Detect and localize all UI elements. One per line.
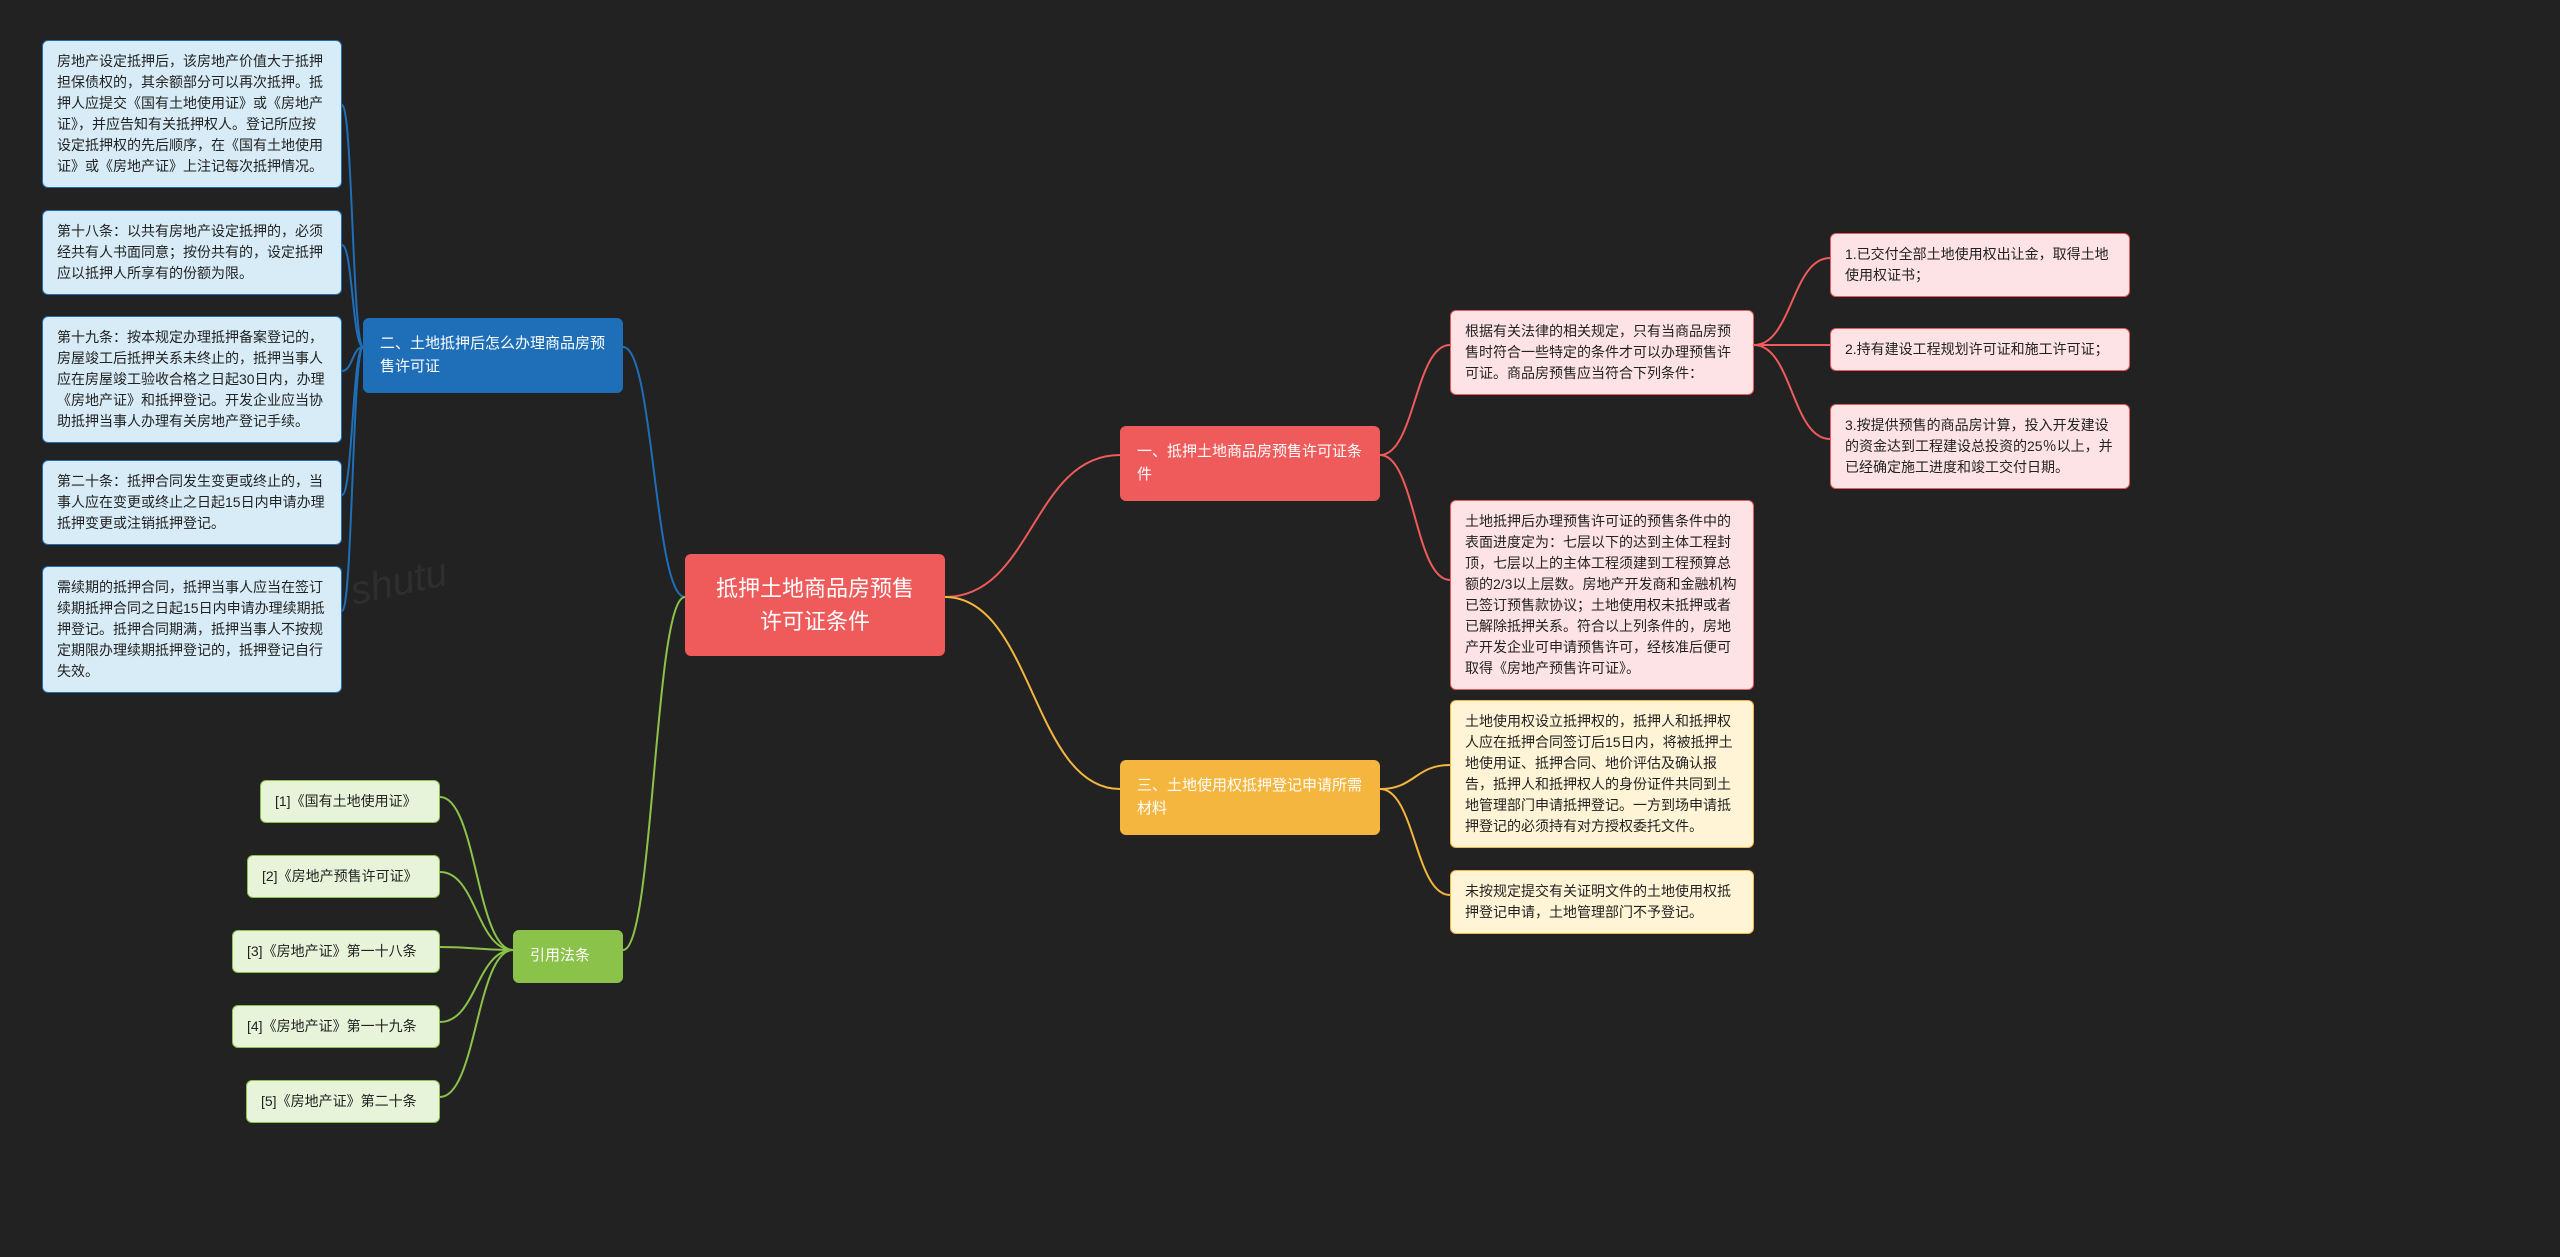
leaf-b1c1: 根据有关法律的相关规定，只有当商品房预售时符合一些特定的条件才可以办理预售许可证… (1450, 310, 1754, 395)
leaf-b2c5: 需续期的抵押合同，抵押当事人应当在签订续期抵押合同之日起15日内申请办理续期抵押… (42, 566, 342, 693)
leaf-b4c5: [5]《房地产证》第二十条 (246, 1080, 440, 1123)
branch-b3: 三、土地使用权抵押登记申请所需材料 (1120, 760, 1380, 835)
leaf-b2c2: 第十八条：以共有房地产设定抵押的，必须经共有人书面同意；按份共有的，设定抵押应以… (42, 210, 342, 295)
leaf-b1c1a: 1.已交付全部土地使用权出让金，取得土地使用权证书； (1830, 233, 2130, 297)
leaf-b1c1b: 2.持有建设工程规划许可证和施工许可证； (1830, 328, 2130, 371)
connector-layer (0, 0, 2560, 1257)
leaf-b2c3: 第十九条：按本规定办理抵押备案登记的，房屋竣工后抵押关系未终止的，抵押当事人应在… (42, 316, 342, 443)
branch-b4: 引用法条 (513, 930, 623, 983)
root-node: 抵押土地商品房预售许可证条件 (685, 554, 945, 656)
branch-b2: 二、土地抵押后怎么办理商品房预售许可证 (363, 318, 623, 393)
leaf-b1c1c: 3.按提供预售的商品房计算，投入开发建设的资金达到工程建设总投资的25％以上，并… (1830, 404, 2130, 489)
leaf-b4c2: [2]《房地产预售许可证》 (247, 855, 440, 898)
leaf-b1c2: 土地抵押后办理预售许可证的预售条件中的表面进度定为：七层以下的达到主体工程封顶，… (1450, 500, 1754, 690)
leaf-b4c4: [4]《房地产证》第一十九条 (232, 1005, 440, 1048)
branch-b1: 一、抵押土地商品房预售许可证条件 (1120, 426, 1380, 501)
leaf-b3c1: 土地使用权设立抵押权的，抵押人和抵押权人应在抵押合同签订后15日内，将被抵押土地… (1450, 700, 1754, 848)
leaf-b3c2: 未按规定提交有关证明文件的土地使用权抵押登记申请，土地管理部门不予登记。 (1450, 870, 1754, 934)
leaf-b4c1: [1]《国有土地使用证》 (260, 780, 440, 823)
leaf-b2c4: 第二十条：抵押合同发生变更或终止的，当事人应在变更或终止之日起15日内申请办理抵… (42, 460, 342, 545)
watermark-1: shutu (346, 550, 451, 614)
leaf-b4c3: [3]《房地产证》第一十八条 (232, 930, 440, 973)
leaf-b2c1: 房地产设定抵押后，该房地产价值大于抵押担保债权的，其余额部分可以再次抵押。抵押人… (42, 40, 342, 188)
